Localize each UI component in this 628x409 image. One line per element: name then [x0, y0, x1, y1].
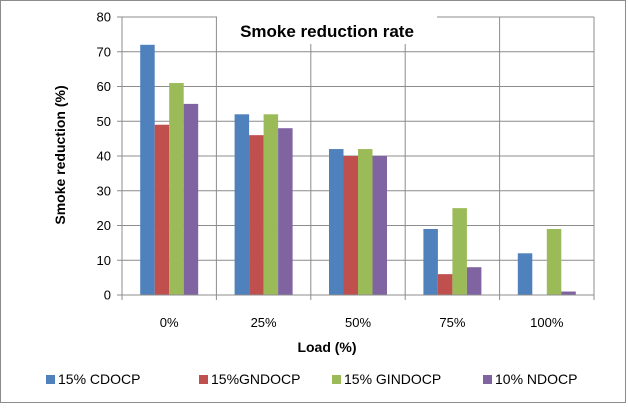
bar-15-gndocp-25pct [249, 135, 264, 295]
bar-10-ndocp-75pct [466, 267, 482, 295]
bars [140, 44, 576, 296]
x-tick-label: 0% [160, 315, 179, 330]
x-axis-title: Load (%) [297, 339, 356, 355]
y-axis-title: Smoke reduction (%) [52, 85, 68, 224]
x-tick-label: 75% [439, 315, 465, 330]
bar-15-gindocp-100pct [546, 228, 562, 295]
bar-15-cdocp-25pct [234, 114, 250, 295]
legend-label: 15% CDOCP [58, 371, 140, 387]
bar-15-gndocp-0pct [154, 124, 170, 295]
legend-swatch [199, 375, 208, 384]
bar-15-cdocp-75pct [423, 228, 438, 295]
x-tick-label: 25% [251, 315, 277, 330]
bar-10-ndocp-25pct [278, 128, 293, 295]
chart-title-background [217, 16, 437, 44]
bar-15-cdocp-0pct [140, 44, 155, 295]
bar-15-gindocp-75pct [452, 208, 467, 295]
legend-item: 15%GNDOCP [199, 371, 300, 387]
x-tick-labels: 0% 25% 50% 75% 100% [160, 315, 564, 330]
bar-15-gindocp-25pct [263, 114, 279, 295]
legend-label: 15% GINDOCP [344, 371, 441, 387]
bar-10-ndocp-100pct [561, 291, 576, 295]
y-tick-label: 60 [97, 79, 111, 94]
bar-10-ndocp-50pct [372, 156, 387, 295]
legend-item: 15% CDOCP [46, 371, 140, 387]
legend-label: 10% NDOCP [495, 371, 577, 387]
bar-15-gndocp-50pct [343, 156, 358, 295]
bar-10-ndocp-0pct [183, 103, 199, 295]
x-tick-label: 100% [530, 315, 564, 330]
chart-title: Smoke reduction rate [240, 22, 414, 41]
legend-swatch [46, 375, 55, 384]
legend-swatch [332, 375, 341, 384]
y-tick-label: 30 [97, 183, 111, 198]
axes [117, 16, 595, 300]
legend: 15% CDOCP 15%GNDOCP 15% GINDOCP 10% NDOCP [46, 371, 577, 387]
y-tick-label: 0 [104, 288, 111, 303]
bar-15-cdocp-50pct [329, 149, 344, 295]
y-tick-labels: 0 10 20 30 40 50 60 70 80 [97, 10, 111, 303]
bar-15-gindocp-50pct [358, 149, 373, 295]
legend-item: 10% NDOCP [483, 371, 577, 387]
bar-15-cdocp-100pct [517, 253, 533, 295]
y-tick-label: 20 [97, 218, 111, 233]
bar-15-gindocp-0pct [169, 83, 184, 296]
y-tick-label: 10 [97, 253, 111, 268]
legend-swatch [483, 375, 492, 384]
legend-label: 15%GNDOCP [211, 371, 300, 387]
y-tick-label: 70 [97, 44, 111, 59]
x-tick-label: 50% [345, 315, 371, 330]
y-tick-label: 80 [97, 10, 111, 25]
bar-15-gndocp-75pct [437, 274, 453, 295]
y-tick-label: 40 [97, 149, 111, 164]
gridlines [122, 16, 594, 295]
y-tick-label: 50 [97, 114, 111, 129]
legend-item: 15% GINDOCP [332, 371, 441, 387]
